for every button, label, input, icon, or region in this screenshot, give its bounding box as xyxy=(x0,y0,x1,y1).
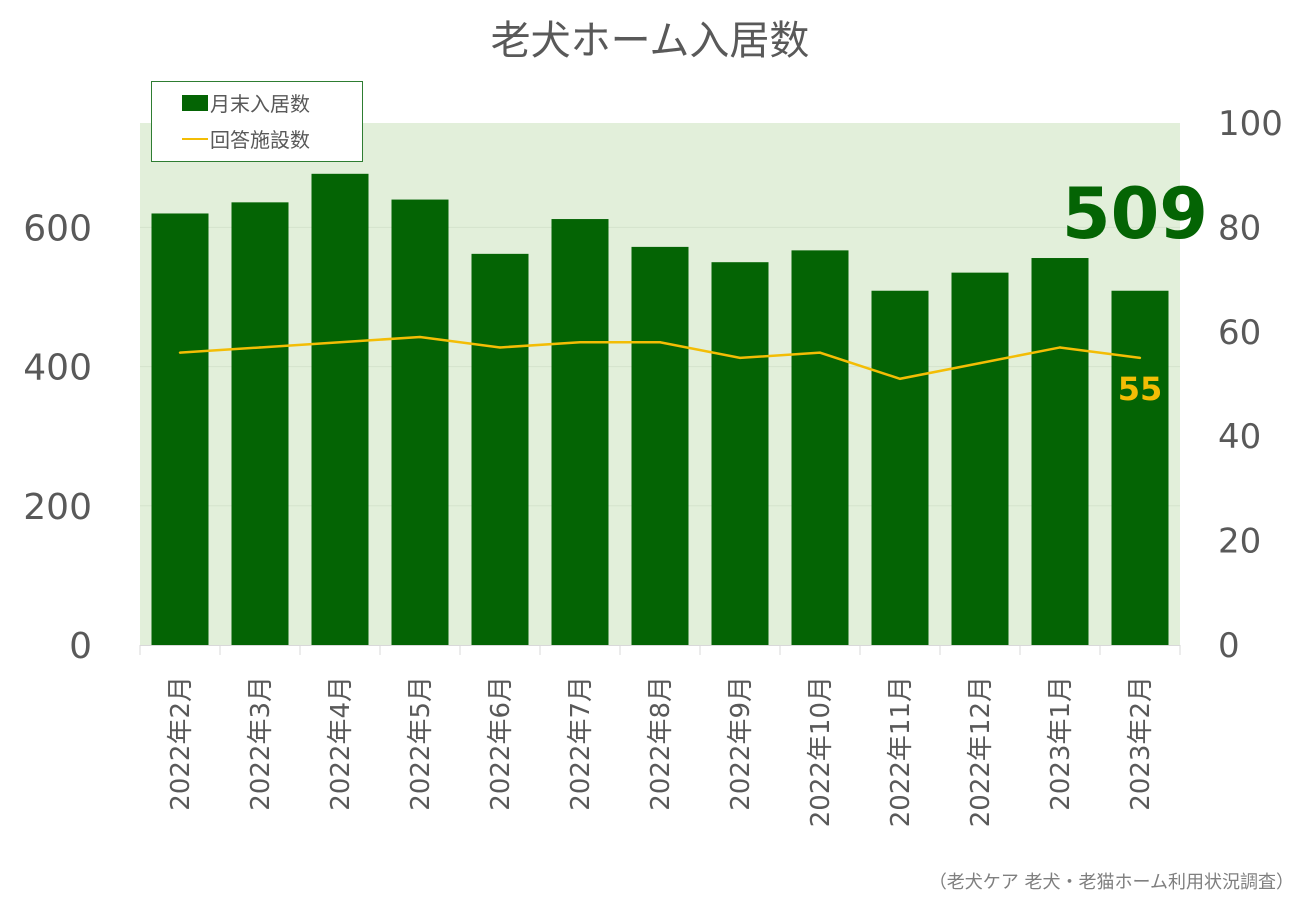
y-left-tick-label: 400 xyxy=(23,348,92,389)
x-tick-label: 2022年6月 xyxy=(486,676,516,811)
x-tick-label: 2022年10月 xyxy=(806,676,836,827)
legend-line-label: 回答施設数 xyxy=(210,128,310,152)
legend-bar-swatch xyxy=(182,94,208,111)
x-axis: 2022年2月 2022年3月 2022年4月 2022年5月 2022年6月 2022年… xyxy=(139,645,1181,827)
bar xyxy=(311,173,369,646)
line-point xyxy=(818,351,822,354)
source-note: （老犬ケア 老犬・老猫ホーム利用状況調査） xyxy=(928,872,1294,893)
bar xyxy=(871,290,929,645)
y-left-tick-label: 200 xyxy=(23,487,92,528)
x-tick-label: 2022年12月 xyxy=(966,676,996,827)
line-point xyxy=(178,351,182,354)
x-tick-label: 2022年5月 xyxy=(406,676,436,811)
y-axis-left: 0 200 400 600 xyxy=(23,208,92,667)
line-point xyxy=(258,346,262,349)
x-tick-label: 2023年1月 xyxy=(1046,676,1076,811)
legend-item-line: 回答施設数 xyxy=(182,124,310,153)
y-right-tick-label: 80 xyxy=(1218,208,1261,248)
x-tick-label: 2022年11月 xyxy=(886,676,916,827)
bar xyxy=(791,250,849,646)
line-point xyxy=(338,341,342,344)
bar xyxy=(151,213,209,646)
x-tick-label: 2022年4月 xyxy=(326,676,356,811)
line-point xyxy=(738,356,742,360)
chart-title: 老犬ホーム入居数 xyxy=(490,18,810,64)
x-tick-label: 2022年2月 xyxy=(166,676,196,811)
y-right-tick-label: 100 xyxy=(1218,104,1283,144)
bar xyxy=(471,253,529,645)
line-point xyxy=(658,341,662,344)
y-axis-right: 0 20 40 60 80 100 xyxy=(1218,104,1283,666)
bar xyxy=(631,246,689,645)
y-left-tick-label: 600 xyxy=(23,208,92,249)
x-tick-label: 2023年2月 xyxy=(1126,676,1156,811)
legend-bars-label: 月末入居数 xyxy=(210,92,310,116)
line-point xyxy=(498,346,502,349)
bar xyxy=(231,202,289,645)
y-left-tick-label: 0 xyxy=(69,626,92,667)
legend-line-swatch xyxy=(182,137,208,140)
line-point xyxy=(578,341,582,344)
x-tick-label: 2022年3月 xyxy=(246,676,276,811)
y-right-tick-label: 40 xyxy=(1218,417,1261,457)
last-line-value-callout: 55 xyxy=(1118,370,1163,408)
bar xyxy=(711,262,769,645)
legend-item-bars: 月末入居数 xyxy=(182,88,310,117)
legend: 月末入居数 回答施設数 xyxy=(151,81,363,162)
y-right-tick-label: 0 xyxy=(1218,626,1240,666)
x-tick-label: 2022年8月 xyxy=(646,676,676,811)
y-right-tick-label: 60 xyxy=(1218,313,1261,353)
last-bar-value-callout: 509 xyxy=(1062,173,1208,255)
bar xyxy=(391,199,449,645)
x-tick-label: 2022年9月 xyxy=(726,676,756,811)
bar xyxy=(951,272,1009,645)
bar xyxy=(1111,290,1169,645)
bar xyxy=(551,219,609,645)
x-tick-label: 2022年7月 xyxy=(566,676,596,811)
line-point xyxy=(1058,346,1062,349)
bar xyxy=(1031,258,1089,645)
line-point xyxy=(1138,356,1142,360)
y-right-tick-label: 20 xyxy=(1218,522,1261,562)
line-point xyxy=(418,335,422,339)
line-point xyxy=(978,361,982,365)
bar-series xyxy=(151,173,1169,646)
line-point xyxy=(898,377,902,380)
line-series xyxy=(178,335,1142,381)
